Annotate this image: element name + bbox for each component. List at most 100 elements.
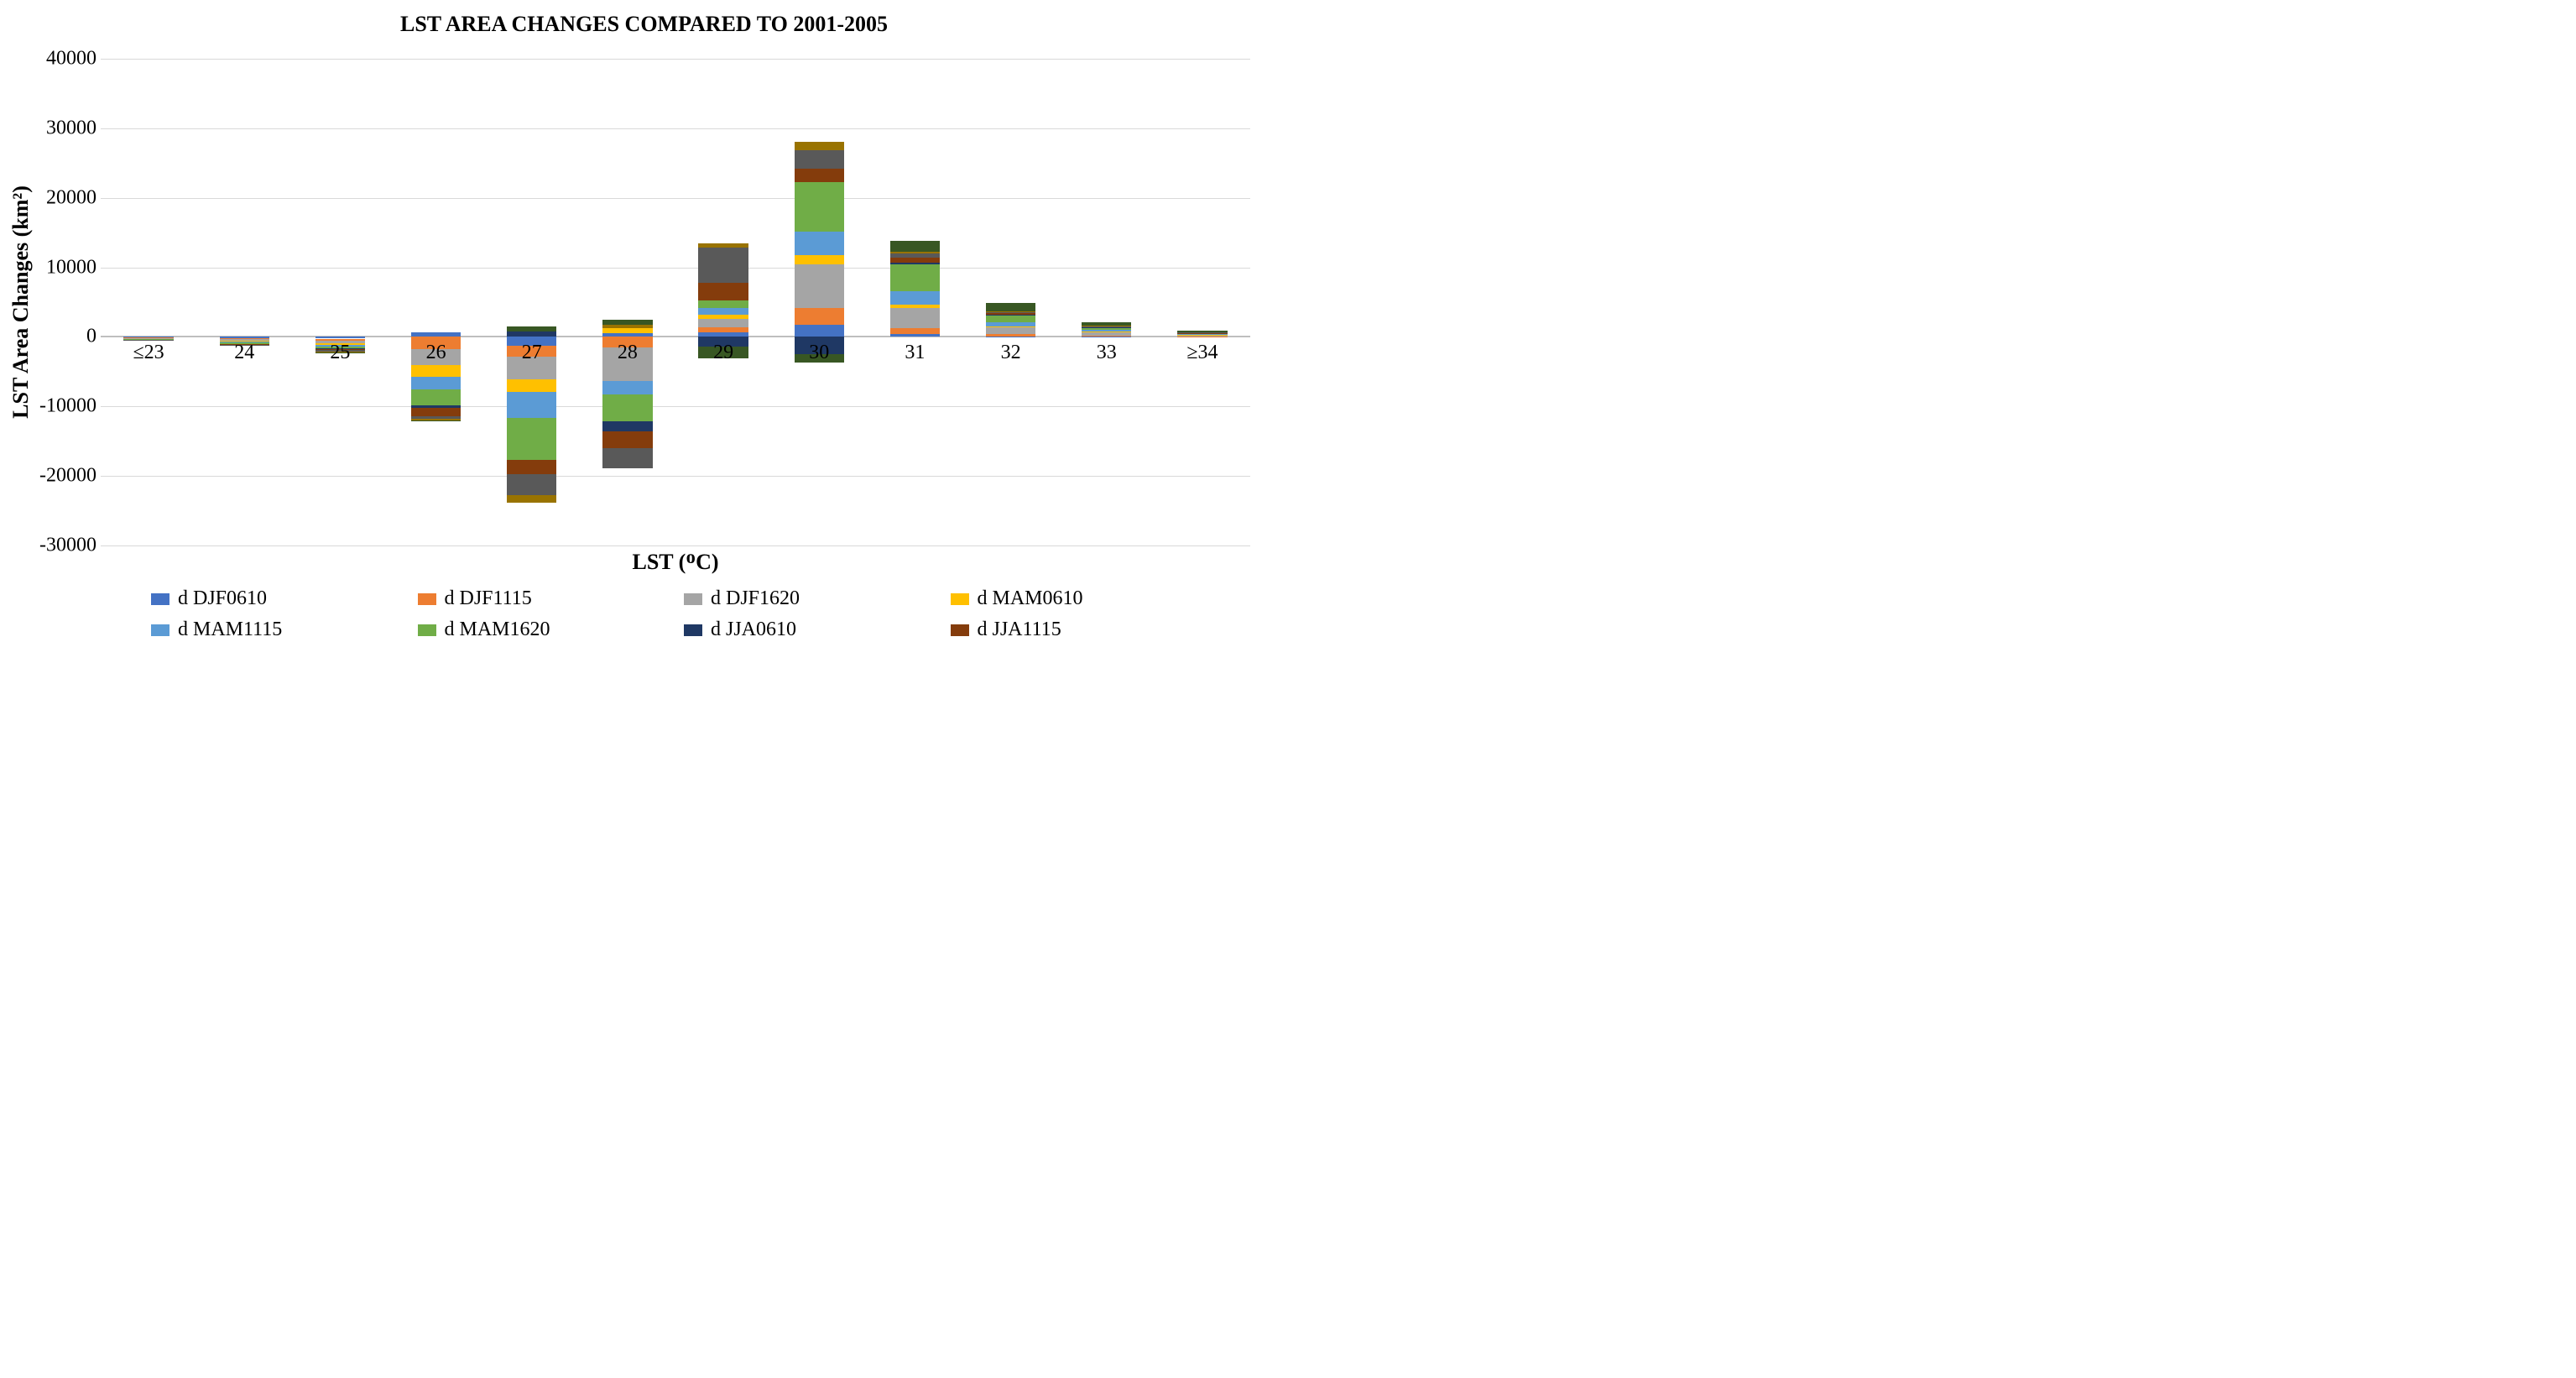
bar-segment bbox=[890, 241, 940, 252]
bar-segment bbox=[1082, 330, 1131, 331]
bar-segment bbox=[507, 474, 556, 495]
legend-label: d JJA0610 bbox=[711, 619, 796, 641]
legend-swatch bbox=[951, 624, 969, 636]
bar-segment bbox=[1082, 326, 1131, 327]
x-tick-label: 28 bbox=[618, 342, 638, 364]
legend-swatch bbox=[951, 593, 969, 605]
bar-segment bbox=[507, 392, 556, 418]
bar-segment bbox=[795, 232, 844, 255]
legend-swatch bbox=[151, 593, 169, 605]
grid-line bbox=[101, 545, 1250, 546]
y-tick-label: 40000 bbox=[21, 48, 96, 70]
bar-segment bbox=[890, 328, 940, 334]
bar-segment bbox=[890, 305, 940, 307]
x-axis-label: LST (ᴼC) bbox=[101, 550, 1250, 575]
bar-segment bbox=[411, 420, 461, 421]
legend-swatch bbox=[684, 624, 702, 636]
bar-segment bbox=[602, 421, 652, 431]
plot-area bbox=[101, 59, 1250, 545]
bar-segment bbox=[890, 258, 940, 263]
bar-segment bbox=[890, 291, 940, 305]
x-tick-label: 29 bbox=[713, 342, 733, 364]
bar-segment bbox=[795, 308, 844, 324]
legend-item: d DJF1620 bbox=[684, 587, 942, 610]
legend-swatch bbox=[684, 593, 702, 605]
bar-segment bbox=[698, 319, 748, 327]
bar-segment bbox=[795, 182, 844, 232]
bar-column bbox=[507, 59, 556, 545]
bar-segment bbox=[986, 315, 1035, 316]
y-tick-label: 30000 bbox=[21, 117, 96, 139]
y-tick-label: 10000 bbox=[21, 256, 96, 279]
x-tick-label: 27 bbox=[522, 342, 542, 364]
bar-column bbox=[411, 59, 461, 545]
x-tick-label: 33 bbox=[1097, 342, 1117, 364]
bar-segment bbox=[602, 381, 652, 395]
bar-segment bbox=[411, 389, 461, 405]
legend-item: d DJF0610 bbox=[151, 587, 409, 610]
bar-segment bbox=[986, 334, 1035, 336]
legend-item: d MAM1620 bbox=[418, 619, 676, 641]
bar-column bbox=[698, 59, 748, 545]
bar-segment bbox=[890, 252, 940, 253]
bar-segment bbox=[602, 394, 652, 420]
bar-column bbox=[123, 59, 173, 545]
y-tick-label: 20000 bbox=[21, 186, 96, 209]
bar-column bbox=[220, 59, 269, 545]
y-tick-label: 0 bbox=[21, 326, 96, 348]
bar-segment bbox=[986, 303, 1035, 311]
bar-segment bbox=[890, 308, 940, 328]
zero-line bbox=[101, 336, 1250, 337]
bar-segment bbox=[1082, 326, 1131, 327]
bar-segment bbox=[602, 448, 652, 468]
legend-label: d DJF0610 bbox=[178, 587, 267, 610]
grid-line bbox=[101, 198, 1250, 199]
bar-segment bbox=[795, 325, 844, 337]
x-tick-label: 32 bbox=[1001, 342, 1021, 364]
grid-line bbox=[101, 476, 1250, 477]
x-tick-label: ≥34 bbox=[1186, 342, 1218, 364]
bar-segment bbox=[411, 408, 461, 416]
bar-segment bbox=[698, 283, 748, 300]
y-tick-label: -10000 bbox=[21, 395, 96, 418]
legend-label: d DJF1620 bbox=[711, 587, 800, 610]
legend-item: d JJA0610 bbox=[684, 619, 942, 641]
bar-segment bbox=[698, 315, 748, 319]
bar-segment bbox=[507, 495, 556, 502]
bar-segment bbox=[698, 300, 748, 309]
bar-column bbox=[1177, 59, 1227, 545]
bar-segment bbox=[795, 255, 844, 264]
x-tick-label: 26 bbox=[426, 342, 446, 364]
legend-swatch bbox=[151, 624, 169, 636]
chart-container: LST AREA CHANGES COMPARED TO 2001-2005 L… bbox=[0, 0, 1288, 689]
bar-segment bbox=[698, 308, 748, 314]
bar-segment bbox=[507, 331, 556, 337]
legend-item: d MAM1115 bbox=[151, 619, 409, 641]
bar-segment bbox=[795, 264, 844, 308]
bar-segment bbox=[795, 169, 844, 183]
bar-segment bbox=[507, 379, 556, 392]
grid-line bbox=[101, 59, 1250, 60]
grid-line bbox=[101, 406, 1250, 407]
x-tick-label: 30 bbox=[809, 342, 829, 364]
bar-segment bbox=[602, 328, 652, 334]
bar-segment bbox=[698, 243, 748, 248]
bar-segment bbox=[986, 316, 1035, 322]
legend-swatch bbox=[418, 593, 436, 605]
grid-line bbox=[101, 268, 1250, 269]
legend-label: d MAM1115 bbox=[178, 619, 282, 641]
chart-title: LST AREA CHANGES COMPARED TO 2001-2005 bbox=[0, 12, 1288, 37]
legend-item: d JJA1115 bbox=[951, 619, 1209, 641]
bar-segment bbox=[507, 326, 556, 331]
bar-segment bbox=[986, 326, 1035, 327]
bar-segment bbox=[698, 327, 748, 332]
bar-column bbox=[602, 59, 652, 545]
bar-segment bbox=[986, 327, 1035, 334]
legend: d DJF0610d DJF1115d DJF1620d MAM0610d MA… bbox=[151, 587, 1208, 641]
bar-column bbox=[986, 59, 1035, 545]
bar-segment bbox=[1082, 328, 1131, 330]
legend-label: d MAM1620 bbox=[445, 619, 550, 641]
bar-segment bbox=[890, 263, 940, 264]
bar-segment bbox=[411, 365, 461, 378]
legend-label: d JJA1115 bbox=[978, 619, 1061, 641]
